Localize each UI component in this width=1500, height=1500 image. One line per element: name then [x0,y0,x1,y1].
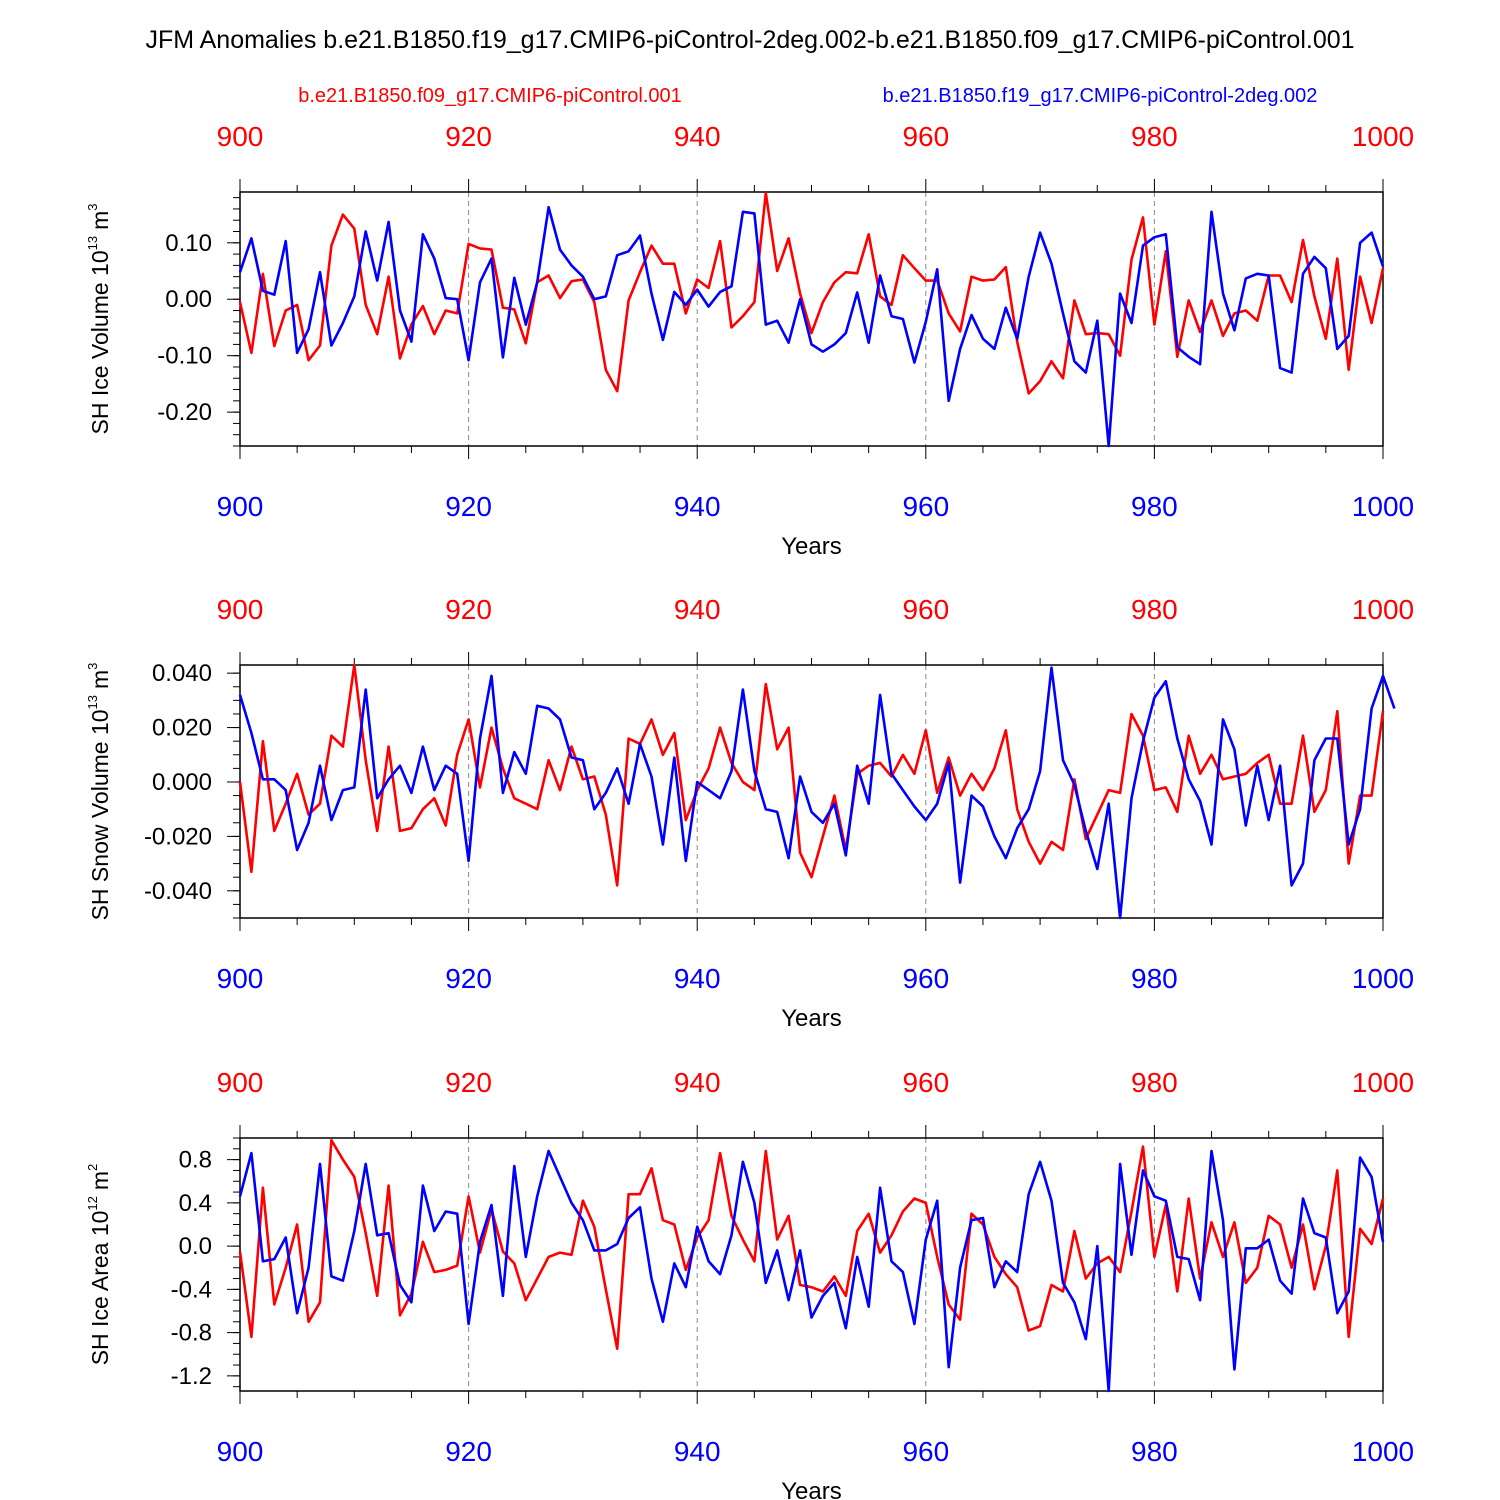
x-tick-label-top: 900 [217,1067,264,1098]
x-tick-label-bottom: 940 [674,491,721,522]
y-tick-label: 0.0 [179,1233,212,1260]
x-tick-label-bottom: 940 [674,1436,721,1467]
x-tick-label-bottom: 900 [217,1436,264,1467]
y-tick-label: 0.00 [165,286,212,313]
x-axis-label: Years [781,533,842,560]
x-tick-label-bottom: 960 [902,1436,949,1467]
panel-1: 0.10 0.00 -0.10 -0.20 900 900 920 920 940 940 960 9… [85,121,1414,560]
legend-red-label: b.e21.B1850.f09_g17.CMIP6-piControl.001 [298,85,682,107]
x-tick-label-bottom: 900 [217,491,264,522]
y-axis-label: SH Ice Area 1012 m2 [85,1164,113,1366]
y-tick-label: 0.040 [152,660,212,687]
y-tick-label: -0.020 [144,823,212,850]
y-axis-label-main: SH Ice Area 10 [87,1211,113,1366]
series-line-blue [238,1149,1385,1393]
legend-blue-label: b.e21.B1850.f19_g17.CMIP6-piControl-2deg… [883,85,1318,107]
y-tick-label: -0.8 [171,1320,212,1347]
x-tick-label-bottom: 980 [1131,1436,1178,1467]
y-tick-label: 0.10 [165,230,212,257]
y-tick-label: -1.2 [171,1363,212,1390]
x-tick-label-top: 940 [674,121,721,152]
x-tick-label-top: 980 [1131,1067,1178,1098]
x-tick-label-top: 920 [445,594,492,625]
y-tick-label: 0.000 [152,769,212,796]
y-axis-label-unit: m [87,1171,113,1190]
x-tick-label-bottom: 1000 [1352,491,1414,522]
y-tick-label: 0.020 [152,715,212,742]
x-axis-label: Years [781,1005,842,1032]
x-tick-label-top: 920 [445,121,492,152]
y-axis-label-exp: 13 [85,236,100,250]
x-tick-label-top: 920 [445,1067,492,1098]
x-tick-label-top: 900 [217,594,264,625]
x-tick-label-top: 980 [1131,594,1178,625]
series-line-blue [238,666,1396,920]
y-tick-label: -0.20 [157,399,212,426]
x-tick-label-top: 940 [674,594,721,625]
x-tick-label-bottom: 960 [902,491,949,522]
x-axis-label: Years [781,1478,842,1500]
y-axis-label: SH Snow Volume 1013 m3 [85,663,113,921]
x-tick-label-bottom: 980 [1131,963,1178,994]
y-axis-label-unit-exp: 3 [85,663,100,670]
y-axis-label-unit-exp: 2 [85,1164,100,1171]
x-tick-label-bottom: 1000 [1352,963,1414,994]
x-tick-label-bottom: 900 [217,963,264,994]
figure-title: JFM Anomalies b.e21.B1850.f19_g17.CMIP6-… [145,26,1354,54]
x-tick-label-top: 960 [902,121,949,152]
x-tick-label-top: 980 [1131,121,1178,152]
series-line-blue [238,205,1385,448]
x-tick-label-top: 1000 [1352,1067,1414,1098]
y-axis-label-unit-exp: 3 [85,204,100,211]
x-tick-label-bottom: 920 [445,491,492,522]
y-axis-label-exp: 12 [85,1196,100,1210]
series-line-red [238,191,1385,395]
y-tick-label: 0.4 [179,1190,212,1217]
x-tick-label-bottom: 940 [674,963,721,994]
x-tick-label-top: 1000 [1352,594,1414,625]
x-tick-label-top: 1000 [1352,121,1414,152]
y-axis-label-main: SH Snow Volume 10 [87,709,113,920]
y-tick-label: 0.8 [179,1147,212,1174]
series-line-red [238,1138,1385,1351]
y-axis-label-unit: m [87,670,113,689]
x-tick-label-top: 960 [902,1067,949,1098]
x-tick-label-bottom: 920 [445,963,492,994]
y-axis-label: SH Ice Volume 1013 m3 [85,204,113,435]
panel-2: 0.040 0.020 0.000 -0.020 -0.040 900 900 920 920 9… [85,594,1414,1032]
y-axis-label-exp: 13 [85,695,100,709]
x-tick-label-bottom: 980 [1131,491,1178,522]
series-line-red [238,663,1385,887]
x-tick-label-bottom: 1000 [1352,1436,1414,1467]
y-tick-label: -0.4 [171,1276,212,1303]
panel-3: 0.8 0.4 0.0 -0.4 -0.8 -1.2 900 900 920 920 940 940 9… [85,1067,1414,1500]
y-axis-label-unit: m [87,211,113,230]
panels-group: 0.10 0.00 -0.10 -0.20 900 900 920 920 940 940 960 9… [85,121,1414,1500]
y-tick-label: -0.040 [144,878,212,905]
y-axis-label-main: SH Ice Volume 10 [87,250,113,434]
y-tick-label: -0.10 [157,343,212,370]
x-tick-label-top: 900 [217,121,264,152]
x-tick-label-top: 960 [902,594,949,625]
x-tick-label-top: 940 [674,1067,721,1098]
x-tick-label-bottom: 960 [902,963,949,994]
x-tick-label-bottom: 920 [445,1436,492,1467]
